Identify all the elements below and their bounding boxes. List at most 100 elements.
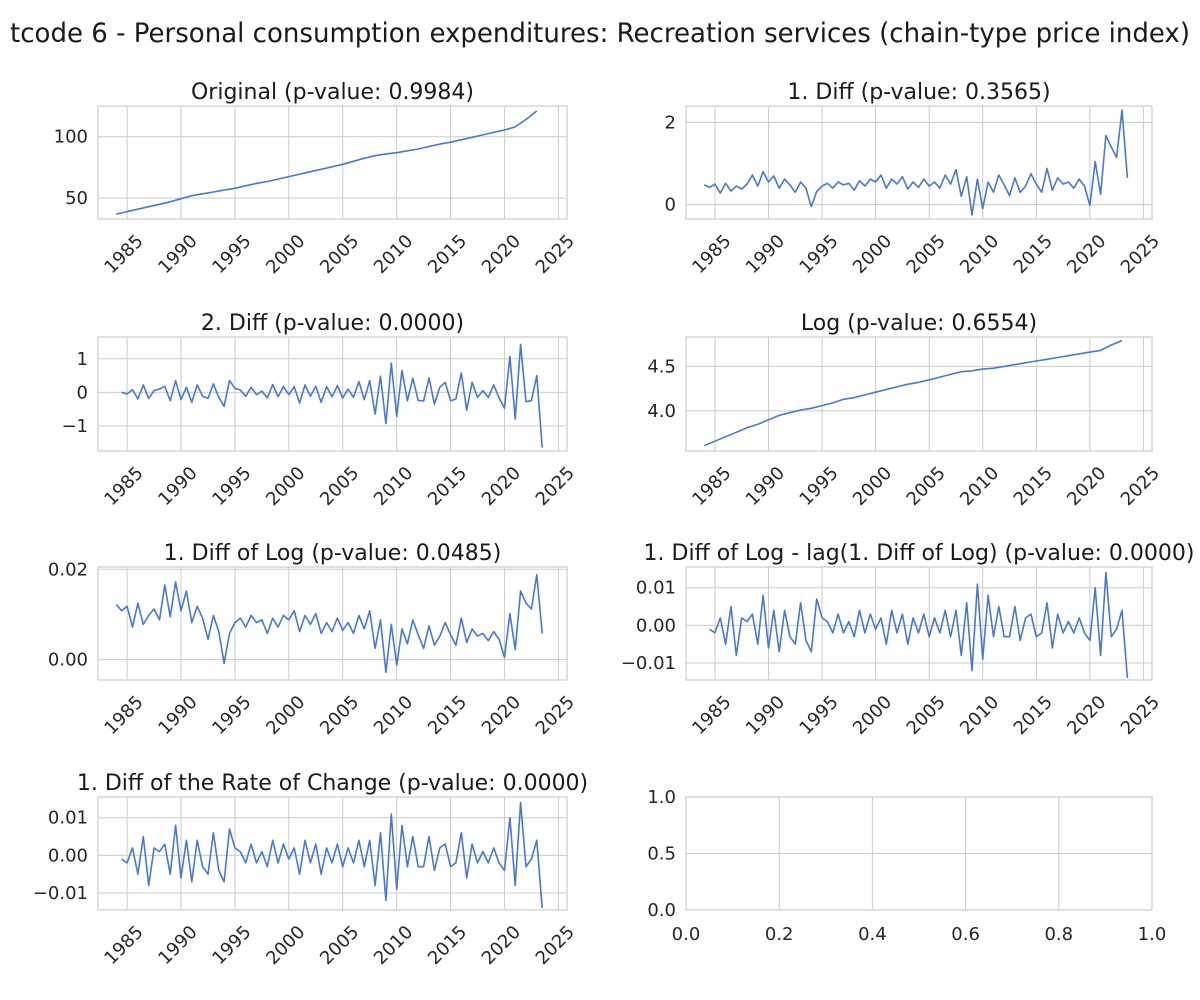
subplot-6: −0.01 0.00 0.01 1985 1990 1995 2000 2005 2010 201… xyxy=(621,541,1195,739)
y-tick-label: −0.01 xyxy=(33,883,88,904)
y-tick-label: 0.01 xyxy=(48,808,88,829)
subplot-7: −0.01 0.00 0.01 1985 1990 1995 2000 2005 2010 201… xyxy=(33,771,588,969)
x-tick-label: 2005 xyxy=(316,231,363,278)
series-line-1 xyxy=(709,571,1129,679)
y-tick-label: 50 xyxy=(65,188,88,209)
x-tick-label: 2025 xyxy=(532,463,579,510)
x-tick-label: 0.2 xyxy=(765,924,794,945)
x-tick-label: 2005 xyxy=(316,692,363,739)
x-tick-label: 2025 xyxy=(532,922,579,969)
series-line-1 xyxy=(116,110,538,215)
y-tick-label: 0.00 xyxy=(48,650,88,671)
y-tick-label: 0 xyxy=(77,382,88,403)
x-tick-label: 2000 xyxy=(262,231,309,278)
x-tick-label: 2015 xyxy=(424,231,471,278)
axes-frame xyxy=(97,566,568,681)
x-tick-label: 2015 xyxy=(424,463,471,510)
x-tick-label: 1990 xyxy=(154,463,201,510)
x-tick-label: 2005 xyxy=(903,463,950,510)
x-tick-label: 2025 xyxy=(1117,463,1164,510)
x-tick-label: 2015 xyxy=(424,692,471,739)
series-line-1 xyxy=(121,801,543,909)
axes-frame xyxy=(97,796,568,911)
axes-frame xyxy=(685,566,1153,681)
x-tick-label: 1995 xyxy=(795,463,842,510)
x-tick-label: 2005 xyxy=(316,463,363,510)
subplot-4: 4.0 4.5 1985 1990 1995 2000 2005 2010 2015 2020 20… xyxy=(647,311,1164,510)
axes-frame xyxy=(97,105,568,220)
x-tick-label: 2010 xyxy=(370,692,417,739)
x-tick-label: 2020 xyxy=(478,922,525,969)
subplot-2: 0 2 1985 1990 1995 2000 2005 2010 2015 2020 2025 1.… xyxy=(665,80,1164,278)
x-tick-label: 2010 xyxy=(956,692,1003,739)
x-tick-label: 1995 xyxy=(795,231,842,278)
y-tick-label: 0.00 xyxy=(636,615,676,636)
subplot-8: 0.0 0.5 1.0 0.0 0.2 0.4 0.6 0.8 1.0 xyxy=(647,787,1166,945)
subplot-5: 0.00 0.02 1985 1990 1995 2000 2005 2010 2015 2020… xyxy=(48,541,579,739)
x-tick-label: 2020 xyxy=(478,692,525,739)
x-tick-label: 2010 xyxy=(370,922,417,969)
x-tick-label: 0.8 xyxy=(1044,924,1073,945)
subplot-title: 1. Diff of Log (p-value: 0.0485) xyxy=(164,541,502,566)
series-line-1 xyxy=(703,109,1129,216)
x-tick-label: 1995 xyxy=(208,922,255,969)
x-tick-label: 0.4 xyxy=(858,924,887,945)
x-tick-label: 2010 xyxy=(370,231,417,278)
x-tick-label: 1990 xyxy=(154,231,201,278)
subplot-title: 1. Diff of the Rate of Change (p-value: … xyxy=(77,771,588,796)
x-tick-label: 1995 xyxy=(208,692,255,739)
axes-frame xyxy=(685,796,1153,911)
x-tick-label: 0.0 xyxy=(672,924,701,945)
x-tick-label: 0.6 xyxy=(951,924,980,945)
x-tick-label: 2000 xyxy=(849,463,896,510)
x-tick-label: 2015 xyxy=(1010,463,1057,510)
x-tick-label: 2000 xyxy=(849,692,896,739)
x-tick-label: 2020 xyxy=(1063,692,1110,739)
x-tick-label: 1985 xyxy=(688,231,735,278)
x-tick-label: 2000 xyxy=(262,463,309,510)
y-tick-label: 4.0 xyxy=(647,401,676,422)
y-tick-label: 1 xyxy=(77,349,88,370)
y-tick-label: 4.5 xyxy=(647,356,676,377)
y-tick-label: −0.01 xyxy=(621,653,676,674)
x-tick-label: 1995 xyxy=(795,692,842,739)
subplot-3: −1 0 1 1985 1990 1995 2000 2005 2010 2015 2020 2025… xyxy=(61,311,579,510)
x-tick-label: 2005 xyxy=(903,692,950,739)
subplot-title: 2. Diff (p-value: 0.0000) xyxy=(201,311,464,336)
series-line-1 xyxy=(115,573,543,674)
x-tick-label: 1.0 xyxy=(1138,924,1167,945)
x-tick-label: 2020 xyxy=(1063,231,1110,278)
y-tick-label: 0 xyxy=(665,195,676,216)
x-tick-label: 2020 xyxy=(478,231,525,278)
x-tick-label: 2015 xyxy=(1010,692,1057,739)
x-tick-label: 2020 xyxy=(1063,463,1110,510)
x-tick-label: 1990 xyxy=(742,463,789,510)
subplot-1: 50 100 1985 1990 1995 2000 2005 2010 2015 2020 202… xyxy=(54,80,579,278)
x-tick-label: 2025 xyxy=(1117,231,1164,278)
axes-frame xyxy=(685,105,1153,220)
x-tick-label: 1985 xyxy=(100,231,147,278)
x-tick-label: 1985 xyxy=(100,922,147,969)
y-tick-label: 0.0 xyxy=(647,900,676,921)
x-tick-label: 1990 xyxy=(742,231,789,278)
x-tick-label: 2025 xyxy=(1117,692,1164,739)
series-line-1 xyxy=(703,339,1123,447)
y-tick-label: 100 xyxy=(54,127,88,148)
y-tick-label: 0.5 xyxy=(647,844,676,865)
x-tick-label: 1985 xyxy=(688,692,735,739)
series-line-1 xyxy=(121,343,543,448)
axes-frame xyxy=(685,336,1153,452)
subplot-title: Original (p-value: 0.9984) xyxy=(191,80,474,105)
x-tick-label: 1995 xyxy=(208,231,255,278)
x-tick-label: 1985 xyxy=(688,463,735,510)
y-tick-label: 2 xyxy=(665,112,676,133)
axes-frame xyxy=(97,336,568,452)
x-tick-label: 1995 xyxy=(208,463,255,510)
x-tick-label: 2025 xyxy=(532,231,579,278)
x-tick-label: 1985 xyxy=(100,692,147,739)
y-tick-label: 0.02 xyxy=(48,559,88,580)
x-tick-label: 2015 xyxy=(424,922,471,969)
x-tick-label: 2000 xyxy=(849,231,896,278)
subplot-title: Log (p-value: 0.6554) xyxy=(801,311,1037,336)
